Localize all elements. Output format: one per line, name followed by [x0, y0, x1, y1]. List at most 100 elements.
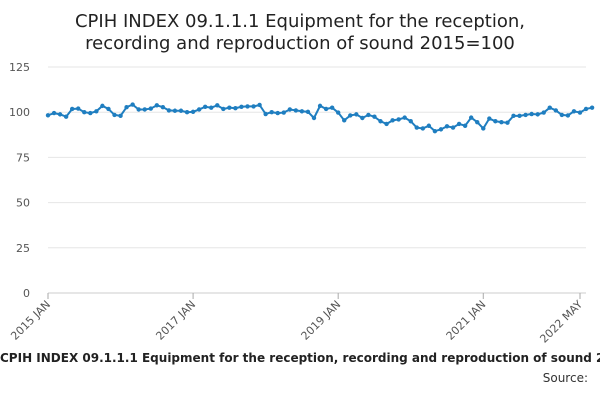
data-point	[275, 110, 280, 116]
y-tick-label: 0	[23, 287, 30, 300]
x-tick-label: 2021 JAN	[444, 298, 489, 343]
data-point	[63, 114, 69, 119]
data-point	[481, 126, 486, 131]
data-point	[396, 117, 401, 122]
data-point	[426, 123, 432, 128]
data-point	[523, 112, 528, 118]
data-point	[293, 108, 299, 113]
data-point	[432, 128, 438, 134]
data-point	[69, 106, 75, 112]
data-point	[148, 106, 153, 111]
data-point	[251, 104, 256, 109]
data-point	[402, 115, 407, 120]
data-point	[245, 104, 250, 109]
data-point	[408, 119, 413, 124]
data-point	[378, 119, 383, 124]
data-point	[559, 112, 565, 118]
series-line	[47, 103, 593, 133]
data-point	[257, 102, 262, 108]
data-point	[487, 116, 492, 121]
data-point	[384, 121, 389, 127]
data-point	[583, 106, 589, 112]
data-point	[414, 125, 419, 130]
data-point	[88, 110, 93, 116]
data-point	[118, 113, 123, 119]
data-point	[360, 115, 365, 121]
data-point	[136, 107, 141, 112]
data-point	[233, 106, 238, 111]
data-point	[438, 127, 444, 132]
data-point	[166, 108, 172, 113]
y-tick-label: 75	[16, 151, 30, 164]
x-axis-ticks: 2015 JAN 2017 JAN 2019 JAN 2021 JAN 2022 MAY	[8, 293, 585, 346]
data-point	[547, 105, 552, 110]
data-point	[456, 121, 462, 127]
data-point	[142, 107, 147, 112]
data-point	[499, 119, 504, 125]
data-points	[45, 102, 595, 134]
data-point	[511, 113, 516, 119]
data-point	[305, 109, 311, 115]
data-point	[263, 111, 268, 117]
data-point	[468, 115, 474, 120]
data-point	[51, 110, 57, 116]
data-point	[335, 110, 341, 115]
data-point	[82, 110, 87, 115]
data-point	[541, 110, 546, 115]
data-point	[76, 106, 81, 111]
data-point	[589, 105, 595, 110]
data-point	[45, 113, 51, 118]
data-point	[287, 107, 293, 112]
data-point	[529, 111, 534, 117]
data-point	[94, 109, 99, 114]
data-point	[553, 108, 559, 113]
data-point	[571, 109, 577, 114]
data-point	[354, 112, 359, 117]
data-point	[505, 120, 510, 125]
data-point	[390, 118, 395, 123]
data-point	[221, 106, 226, 112]
data-point	[329, 105, 335, 110]
data-point	[202, 104, 208, 109]
chart-title-line-1: CPIH INDEX 09.1.1.1 Equipment for the re…	[75, 11, 525, 32]
data-point	[577, 110, 583, 115]
y-axis-ticks: 0 25 50 75 100 125	[9, 61, 30, 300]
x-tick-label: 2015 JAN	[8, 298, 53, 343]
data-point	[281, 110, 286, 115]
data-point	[100, 103, 105, 109]
data-point	[269, 110, 274, 115]
data-point	[239, 104, 244, 109]
data-point	[462, 123, 468, 128]
data-point	[154, 103, 160, 108]
data-point	[475, 119, 480, 125]
data-point	[124, 104, 129, 110]
y-tick-label: 50	[16, 197, 30, 210]
data-point	[565, 113, 571, 118]
data-point	[311, 115, 317, 121]
data-point	[366, 112, 371, 118]
y-tick-label: 100	[9, 106, 30, 119]
data-point	[420, 126, 426, 131]
data-point	[517, 113, 522, 119]
data-point	[342, 118, 347, 123]
data-point	[57, 112, 63, 117]
y-tick-label: 25	[16, 242, 30, 255]
data-point	[196, 107, 202, 112]
data-point	[184, 110, 190, 115]
x-tick-label: 2022 MAY	[537, 298, 585, 346]
data-point	[106, 106, 111, 112]
data-point	[190, 109, 196, 115]
y-tick-label: 125	[9, 61, 30, 74]
data-point	[348, 113, 353, 118]
data-point	[178, 108, 184, 113]
data-point	[227, 105, 232, 110]
data-point	[317, 103, 323, 109]
data-point	[160, 104, 166, 110]
data-point	[493, 119, 498, 124]
data-point	[535, 112, 540, 117]
data-point	[450, 125, 456, 130]
data-point	[209, 105, 214, 110]
data-point	[130, 102, 135, 107]
x-tick-label: 2017 JAN	[153, 298, 198, 343]
